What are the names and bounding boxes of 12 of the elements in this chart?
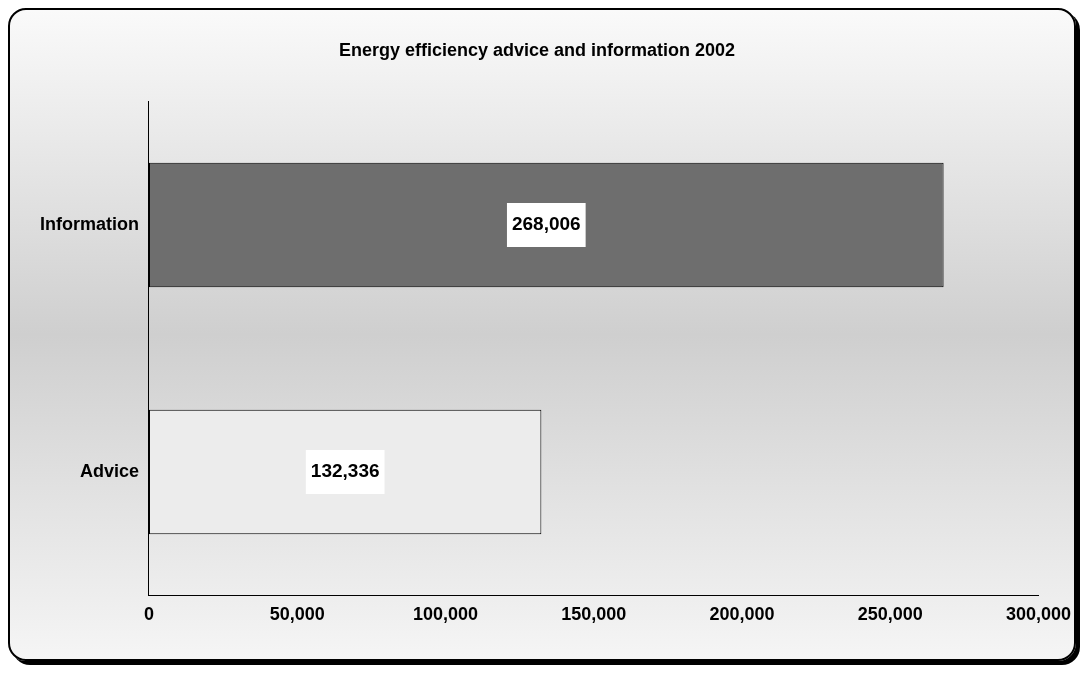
y-tick-label: Information bbox=[39, 214, 139, 235]
data-label: 268,006 bbox=[511, 213, 581, 235]
x-tick-label: 50,000 bbox=[269, 604, 325, 625]
x-tick-label: 150,000 bbox=[561, 604, 627, 625]
chart-title: Energy efficiency advice and information 2002 bbox=[338, 39, 736, 60]
x-tick-label: 300,000 bbox=[1005, 604, 1072, 625]
x-tick-label: 100,000 bbox=[412, 604, 479, 625]
y-tick-label: Advice bbox=[79, 460, 139, 481]
data-label: 132,336 bbox=[310, 460, 380, 482]
x-tick-label: 0 bbox=[143, 604, 154, 625]
x-tick-label: 200,000 bbox=[709, 604, 775, 625]
x-tick-label: 250,000 bbox=[857, 604, 923, 625]
